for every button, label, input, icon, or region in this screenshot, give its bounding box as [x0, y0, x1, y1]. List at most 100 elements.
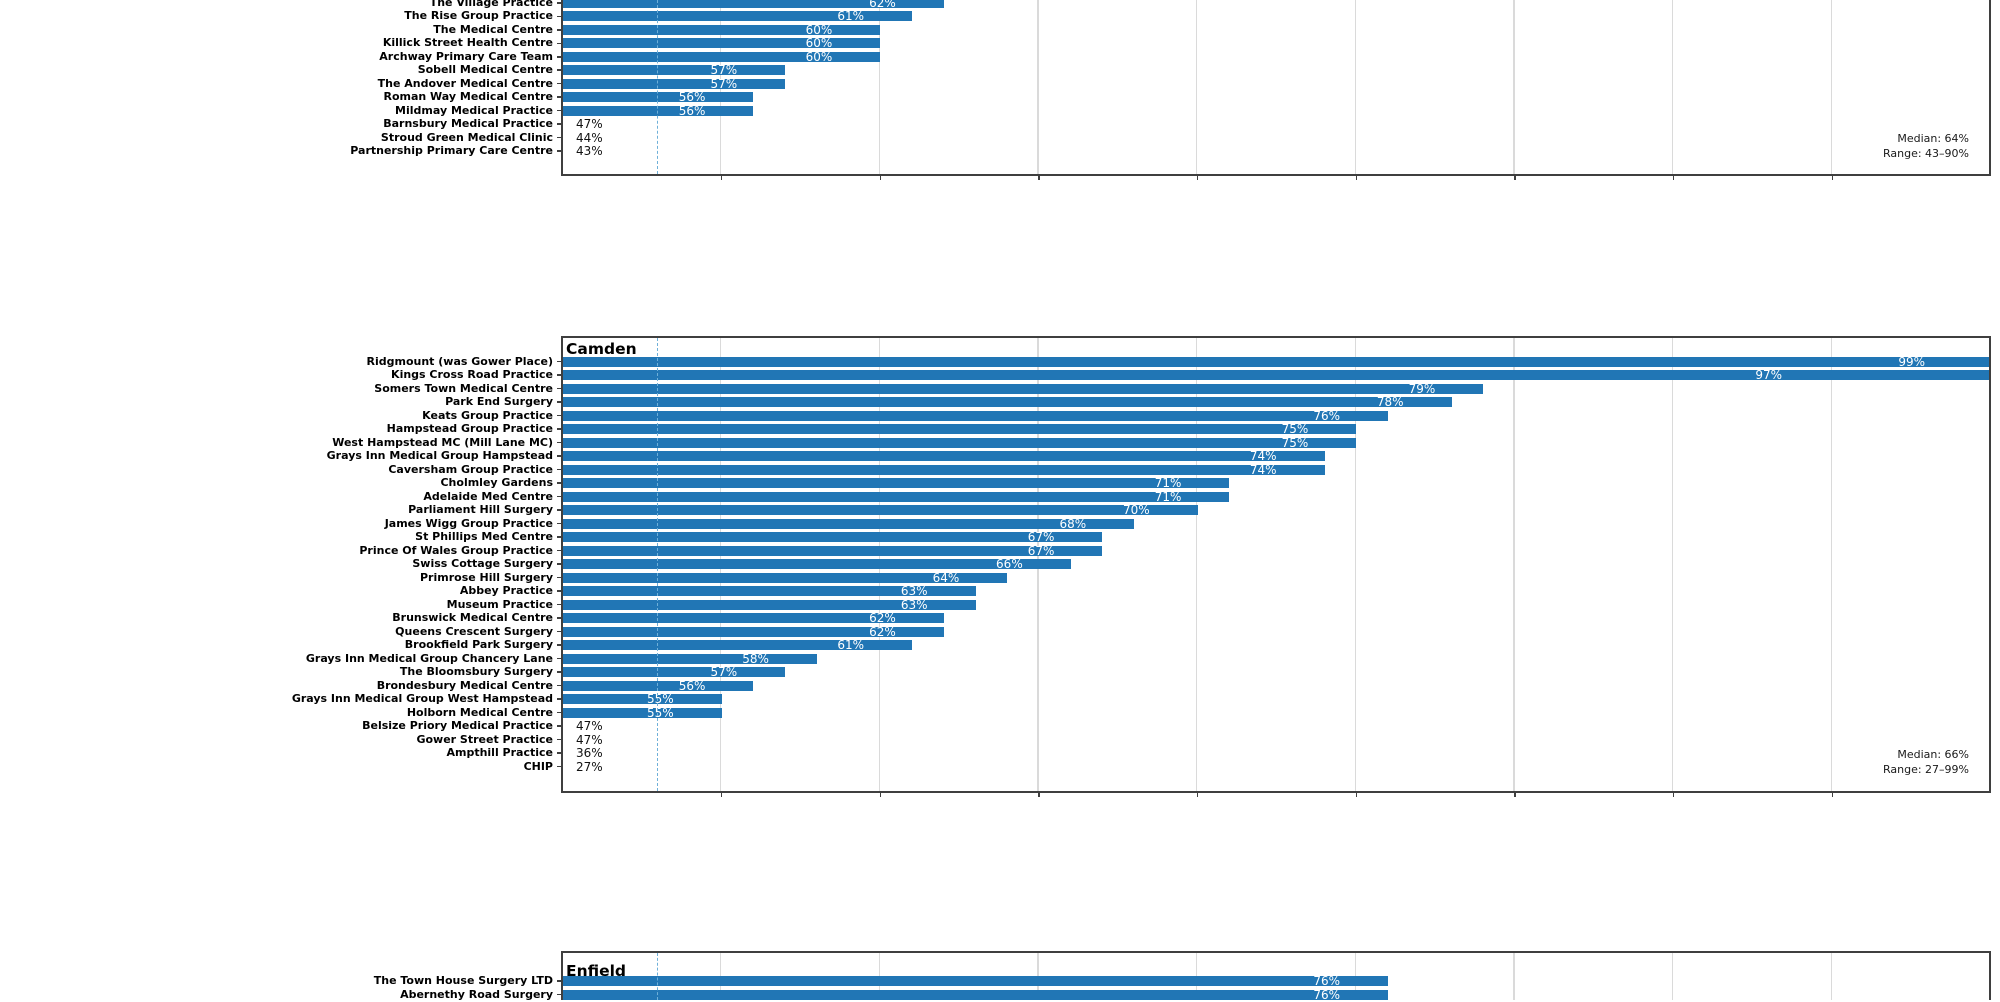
y-axis-tick — [557, 549, 562, 552]
practice-label: Primrose Hill Surgery — [420, 570, 553, 584]
y-axis-tick — [557, 711, 562, 714]
bar-value-label: 75% — [1281, 422, 1309, 436]
y-axis-tick — [557, 82, 562, 85]
y-axis-tick — [557, 482, 562, 484]
practice-label: Queens Crescent Surgery — [395, 624, 553, 638]
practice-label: The Village Practice — [429, 0, 553, 9]
practice-label: Cholmley Gardens — [440, 476, 553, 489]
x-axis-tick — [1831, 793, 1834, 797]
bar: 78% — [563, 395, 1452, 409]
x-axis-tick — [1514, 176, 1516, 180]
bar: 56% — [563, 91, 754, 103]
y-axis-tick — [557, 455, 562, 457]
bar-value-label: 55% — [646, 705, 674, 720]
y-axis-tick — [557, 495, 562, 498]
y-axis-tick — [557, 441, 562, 444]
practice-label: Somers Town Medical Centre — [374, 381, 553, 395]
below-axis-value-label: 47% — [576, 117, 603, 132]
practice-label: West Hampstead MC (Mill Lane MC) — [332, 435, 553, 449]
bar: 74% — [563, 464, 1325, 476]
practice-label: Museum Practice — [446, 597, 553, 611]
practice-label: Grays Inn Medical Group Hampstead — [326, 449, 553, 462]
gridline — [1354, 338, 1357, 791]
bar-value-label: 78% — [1376, 395, 1404, 409]
gridline — [1037, 0, 1039, 174]
bar-value-label: 97% — [1755, 368, 1782, 382]
y-axis-tick — [557, 428, 562, 430]
x-axis-tick — [1196, 176, 1199, 180]
practice-label: Brookfield Park Surgery — [404, 638, 553, 651]
bar: 67% — [563, 545, 1103, 557]
reference-line — [656, 0, 658, 174]
bar: 67% — [563, 530, 1103, 544]
practice-label: Grays Inn Medical Group Chancery Lane — [305, 651, 553, 665]
y-axis-tick — [557, 684, 562, 687]
bar: 57% — [563, 64, 786, 76]
practice-label: James Wigg Group Practice — [384, 516, 553, 530]
bar: 57% — [563, 78, 786, 90]
median-annotation: Median: 66% — [1897, 748, 1969, 761]
practice-label: The Andover Medical Centre — [377, 76, 553, 90]
practice-label: Sobell Medical Centre — [417, 63, 553, 77]
x-axis-tick — [1672, 793, 1675, 797]
y-axis-tick — [557, 42, 562, 45]
y-axis-tick — [557, 644, 562, 646]
reference-line — [656, 338, 658, 791]
y-axis-tick — [557, 360, 562, 363]
y-axis-tick — [557, 509, 562, 511]
practice-label: Caversham Group Practice — [388, 462, 553, 476]
gridline — [1672, 338, 1674, 791]
bar-value-label: 56% — [678, 103, 706, 118]
y-axis-tick — [557, 29, 562, 31]
bar-value-label: 57% — [710, 665, 738, 679]
x-axis-tick — [1355, 793, 1358, 797]
bar: 61% — [563, 639, 913, 651]
y-axis-tick — [557, 56, 562, 58]
gridline — [1830, 0, 1833, 174]
y-axis-tick — [557, 536, 562, 538]
bar-value-label: 61% — [837, 9, 865, 24]
bar-value-label: 70% — [1122, 503, 1150, 517]
chart-panel-camden: Camden Median: 66% Range: 27–99% 99% 97% 7… — [561, 336, 1991, 793]
bar-value-label: 79% — [1408, 381, 1436, 396]
practice-label: St Phillips Med Centre — [415, 530, 553, 543]
panel-title: Enfield — [566, 962, 627, 980]
gridline — [1513, 0, 1515, 174]
bar-value-label: 64% — [932, 570, 960, 585]
gridline — [1830, 338, 1833, 791]
bar: 76% — [563, 989, 1389, 1001]
y-axis-tick — [557, 374, 562, 376]
y-axis-tick — [557, 657, 562, 660]
below-axis-value-label: 44% — [576, 130, 603, 145]
practice-label: Belsize Priory Medical Practice — [362, 719, 553, 732]
y-axis-tick — [557, 752, 562, 754]
y-axis-tick — [557, 603, 562, 606]
bar: 60% — [563, 24, 881, 36]
y-axis-tick — [557, 671, 562, 673]
bar: 63% — [563, 599, 976, 611]
practice-label: Stroud Green Medical Clinic — [380, 130, 553, 144]
gridline — [1196, 338, 1198, 791]
x-axis-tick — [1355, 176, 1358, 180]
below-axis-value-label: 27% — [576, 759, 603, 774]
y-axis-tick — [557, 590, 562, 592]
bar: 62% — [563, 626, 944, 638]
practice-label: Archway Primary Care Team — [379, 49, 553, 63]
bar: 74% — [563, 449, 1325, 463]
range-annotation: Range: 43–90% — [1882, 146, 1969, 160]
practice-label: CHIP — [523, 759, 553, 773]
gridline — [1672, 0, 1674, 174]
bar-value-label: 74% — [1249, 449, 1277, 463]
practice-label: The Medical Centre — [433, 22, 553, 36]
practice-label: Park End Surgery — [445, 395, 553, 408]
gridline — [1513, 338, 1515, 791]
practice-label: Kings Cross Road Practice — [391, 368, 553, 381]
bar: 99% — [563, 356, 1989, 368]
bar-value-label: 67% — [1027, 530, 1055, 544]
x-axis-tick — [1672, 176, 1675, 180]
bar-value-label: 75% — [1281, 435, 1309, 450]
x-axis-tick — [879, 793, 882, 797]
bar-value-label: 60% — [805, 49, 833, 64]
y-axis-tick — [557, 150, 562, 152]
x-axis-tick — [879, 176, 882, 180]
